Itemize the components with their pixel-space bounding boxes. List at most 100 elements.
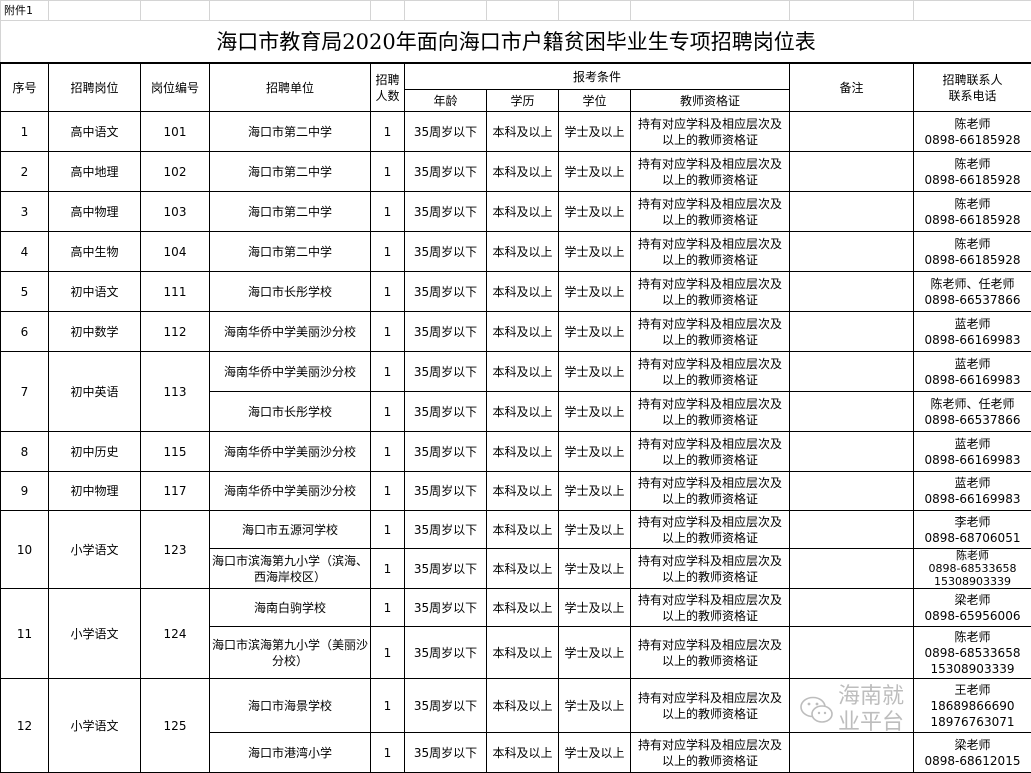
cell-age: 35周岁以下 (405, 232, 487, 272)
cell-count: 1 (371, 112, 405, 152)
cell-count: 1 (371, 589, 405, 627)
cell-unit: 海口市五源河学校 (210, 511, 371, 549)
cell-seq: 8 (1, 432, 49, 472)
cell-degree: 学士及以上 (559, 589, 631, 627)
cell-seq: 9 (1, 472, 49, 511)
cell-post: 初中语文 (49, 272, 141, 312)
cell-post: 小学语文 (49, 589, 141, 679)
cell-post: 高中地理 (49, 152, 141, 192)
cell-certificate: 持有对应学科及相应层次及以上的教师资格证 (631, 312, 790, 352)
cell-degree: 学士及以上 (559, 733, 631, 773)
cell-education: 本科及以上 (487, 192, 559, 232)
cell-degree: 学士及以上 (559, 112, 631, 152)
page-title: 海口市教育局2020年面向海口市户籍贫困毕业生专项招聘岗位表 (1, 21, 1031, 64)
cell-education: 本科及以上 (487, 472, 559, 511)
cell-remark (790, 549, 914, 589)
cell-count: 1 (371, 272, 405, 312)
cell-age: 35周岁以下 (405, 192, 487, 232)
cell-unit: 海南华侨中学美丽沙分校 (210, 352, 371, 392)
cell-count: 1 (371, 152, 405, 192)
cell-seq: 10 (1, 511, 49, 589)
cell-education: 本科及以上 (487, 152, 559, 192)
cell-contact: 陈老师 0898-68533658 15308903339 (914, 627, 1031, 679)
cell-remark (790, 627, 914, 679)
cell-seq: 11 (1, 589, 49, 679)
cell-code: 117 (141, 472, 210, 511)
cell-seq: 3 (1, 192, 49, 232)
cell-seq: 5 (1, 272, 49, 312)
cell-age: 35周岁以下 (405, 352, 487, 392)
cell-count: 1 (371, 192, 405, 232)
cell-education: 本科及以上 (487, 272, 559, 312)
cell-contact: 陈老师 0898-68533658 15308903339 (914, 549, 1031, 589)
cell-certificate: 持有对应学科及相应层次及以上的教师资格证 (631, 679, 790, 733)
cell-seq: 6 (1, 312, 49, 352)
cell-education: 本科及以上 (487, 352, 559, 392)
cell-degree: 学士及以上 (559, 511, 631, 549)
cell-count: 1 (371, 232, 405, 272)
cell-degree: 学士及以上 (559, 232, 631, 272)
cell-contact: 陈老师 0898-66185928 (914, 192, 1031, 232)
cell-certificate: 持有对应学科及相应层次及以上的教师资格证 (631, 627, 790, 679)
cell-degree: 学士及以上 (559, 312, 631, 352)
header-remark: 备注 (790, 63, 914, 112)
cell-education: 本科及以上 (487, 679, 559, 733)
cell-unit: 海口市滨海第九小学（滨海、西海岸校区） (210, 549, 371, 589)
cell-seq: 2 (1, 152, 49, 192)
cell-education: 本科及以上 (487, 733, 559, 773)
cell-certificate: 持有对应学科及相应层次及以上的教师资格证 (631, 192, 790, 232)
cell-education: 本科及以上 (487, 627, 559, 679)
cell-remark (790, 192, 914, 232)
cell-contact: 蓝老师 0898-66169983 (914, 432, 1031, 472)
cell-age: 35周岁以下 (405, 112, 487, 152)
cell-unit: 海口市长彤学校 (210, 392, 371, 432)
cell-certificate: 持有对应学科及相应层次及以上的教师资格证 (631, 232, 790, 272)
cell-post: 高中物理 (49, 192, 141, 232)
cell-remark (790, 679, 914, 733)
cell-certificate: 持有对应学科及相应层次及以上的教师资格证 (631, 472, 790, 511)
cell-unit: 海南华侨中学美丽沙分校 (210, 432, 371, 472)
cell-contact: 陈老师、任老师 0898-66537866 (914, 272, 1031, 312)
cell-certificate: 持有对应学科及相应层次及以上的教师资格证 (631, 511, 790, 549)
cell-count: 1 (371, 392, 405, 432)
cell-unit: 海口市港湾小学 (210, 733, 371, 773)
cell-remark (790, 589, 914, 627)
cell-degree: 学士及以上 (559, 549, 631, 589)
cell-code: 112 (141, 312, 210, 352)
cell-certificate: 持有对应学科及相应层次及以上的教师资格证 (631, 432, 790, 472)
cell-unit: 海南华侨中学美丽沙分校 (210, 472, 371, 511)
cell-degree: 学士及以上 (559, 192, 631, 232)
cell-age: 35周岁以下 (405, 392, 487, 432)
cell-age: 35周岁以下 (405, 432, 487, 472)
cell-education: 本科及以上 (487, 589, 559, 627)
cell-age: 35周岁以下 (405, 549, 487, 589)
cell-degree: 学士及以上 (559, 472, 631, 511)
attachment-label: 附件1 (1, 1, 49, 21)
cell-count: 1 (371, 627, 405, 679)
cell-contact: 陈老师 0898-66185928 (914, 232, 1031, 272)
cell-seq: 12 (1, 679, 49, 773)
cell-seq: 4 (1, 232, 49, 272)
header-seq: 序号 (1, 63, 49, 112)
cell-code: 104 (141, 232, 210, 272)
cell-contact: 梁老师 0898-65956006 (914, 589, 1031, 627)
header-contact: 招聘联系人 联系电话 (914, 63, 1031, 112)
cell-count: 1 (371, 352, 405, 392)
cell-post: 初中数学 (49, 312, 141, 352)
cell-code: 111 (141, 272, 210, 312)
header-unit: 招聘单位 (210, 63, 371, 112)
cell-contact: 陈老师 0898-66185928 (914, 112, 1031, 152)
header-post: 招聘岗位 (49, 63, 141, 112)
cell-remark (790, 272, 914, 312)
cell-unit: 海口市第二中学 (210, 112, 371, 152)
cell-count: 1 (371, 432, 405, 472)
cell-certificate: 持有对应学科及相应层次及以上的教师资格证 (631, 272, 790, 312)
